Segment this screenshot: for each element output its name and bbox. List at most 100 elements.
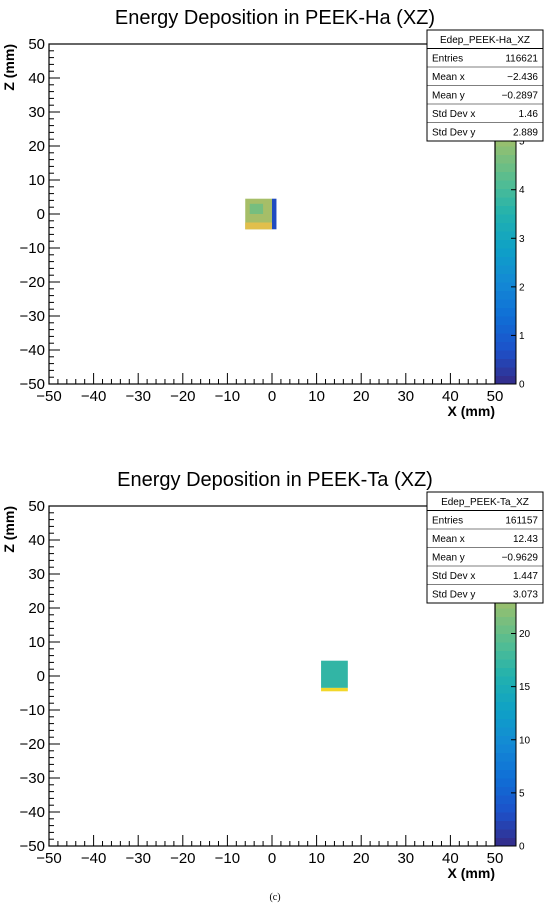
x-tick-label: −40	[81, 388, 106, 405]
palette-step	[495, 608, 516, 617]
stats-row-value: 1.46	[519, 109, 539, 120]
palette-tick-label: 10	[519, 735, 531, 746]
palette-step	[495, 710, 516, 719]
y-tick-label: −10	[20, 240, 45, 257]
x-tick-label: 20	[353, 850, 370, 867]
x-tick-label: −10	[215, 850, 240, 867]
palette-step	[495, 299, 516, 308]
stats-row-value: −0.9629	[502, 553, 539, 564]
palette-step	[495, 205, 516, 215]
palette-step	[495, 820, 516, 830]
palette-step	[495, 256, 516, 266]
palette-step	[495, 837, 516, 847]
stats-row-label: Mean y	[432, 91, 465, 102]
palette-step	[495, 752, 516, 762]
stats-box: Edep_PEEK-Ha_XZ Entries 116621 Mean x −2.436…	[426, 29, 544, 142]
palette-step	[495, 812, 516, 821]
x-tick-label: 30	[397, 850, 414, 867]
stats-box: Edep_PEEK-Ta_XZ Entries 161157 Mean x 12.43 M…	[426, 491, 544, 604]
palette-step	[495, 684, 516, 694]
palette-step	[495, 659, 516, 668]
palette-step	[495, 265, 516, 274]
x-tick-label: −20	[170, 388, 195, 405]
chart-title: Energy Deposition in PEEK-Ta (XZ)	[117, 469, 433, 491]
stats-row-label: Std Dev y	[432, 590, 475, 601]
y-tick-label: −30	[20, 770, 45, 787]
palette-step	[495, 701, 516, 711]
x-tick-label: 40	[442, 388, 459, 405]
y-tick-label: −20	[20, 736, 45, 753]
palette-tick-label: 5	[519, 788, 525, 799]
palette-step	[495, 795, 516, 804]
x-axis-title: X (mm)	[448, 403, 495, 419]
stats-row-value: 1.447	[513, 571, 538, 582]
x-tick-label: 30	[397, 388, 414, 405]
palette-step	[495, 197, 516, 206]
x-tick-label: −50	[36, 850, 61, 867]
y-axis-title: Z (mm)	[1, 44, 17, 91]
x-tick-label: 50	[487, 850, 504, 867]
palette-step	[495, 667, 516, 677]
y-tick-label: −30	[20, 308, 45, 325]
palette-step	[495, 761, 516, 770]
y-tick-label: 50	[28, 36, 45, 53]
stats-row-value: 3.073	[513, 590, 538, 601]
palette-tick-label: 2	[519, 282, 525, 293]
y-tick-label: −50	[20, 838, 45, 855]
palette-step	[495, 676, 516, 685]
palette-step	[495, 214, 516, 223]
palette-step	[495, 803, 516, 813]
y-tick-label: 10	[28, 634, 45, 651]
palette-step	[495, 231, 516, 240]
palette-step	[495, 188, 516, 198]
palette-step	[495, 248, 516, 257]
x-tick-label: −50	[36, 388, 61, 405]
chart-panel-peek-ta: Energy Deposition in PEEK-Ta (XZ) 0 5 10 15 2…	[1, 469, 544, 881]
palette-tick-label: 20	[519, 629, 531, 640]
heatmap-cell	[249, 203, 264, 214]
palette-step	[495, 375, 516, 385]
palette-step	[495, 137, 516, 147]
palette-tick-label: 3	[519, 234, 525, 245]
palette-step	[495, 829, 516, 838]
chart-title: Energy Deposition in PEEK-Ha (XZ)	[115, 7, 435, 29]
palette-step	[495, 358, 516, 368]
x-tick-label: −20	[170, 850, 195, 867]
palette-step	[495, 222, 516, 232]
y-tick-label: 40	[28, 532, 45, 549]
stats-row-label: Std Dev x	[432, 109, 475, 120]
stats-row-label: Entries	[432, 54, 463, 65]
palette-step	[495, 786, 516, 796]
stats-row-label: Mean x	[432, 534, 465, 545]
palette-tick-label: 0	[519, 842, 525, 853]
y-tick-label: −10	[20, 702, 45, 719]
stats-row-label: Mean x	[432, 72, 465, 83]
x-tick-label: −30	[125, 388, 150, 405]
stats-row-label: Entries	[432, 516, 463, 527]
heatmap-cell	[321, 660, 348, 688]
y-tick-label: 0	[37, 206, 45, 223]
palette-step	[495, 341, 516, 351]
palette-step	[495, 625, 516, 634]
stats-row-value: −0.2897	[502, 91, 539, 102]
palette-step	[495, 273, 516, 283]
stats-row-label: Std Dev y	[432, 128, 475, 139]
x-tick-label: −10	[215, 388, 240, 405]
stats-box-name: Edep_PEEK-Ha_XZ	[440, 35, 530, 46]
palette-tick-label: 4	[519, 185, 525, 196]
stats-row-label: Mean y	[432, 553, 465, 564]
stats-box-name: Edep_PEEK-Ta_XZ	[441, 497, 529, 508]
palette-step	[495, 180, 516, 189]
y-tick-label: −20	[20, 274, 45, 291]
palette-step	[495, 282, 516, 291]
x-tick-label: 10	[308, 388, 325, 405]
x-tick-label: 10	[308, 850, 325, 867]
heatmap-cell	[321, 687, 348, 692]
y-tick-label: 10	[28, 172, 45, 189]
y-tick-label: 0	[37, 668, 45, 685]
figure-caption: (c)	[269, 892, 280, 903]
palette-step	[495, 778, 516, 787]
x-tick-label: 0	[268, 388, 276, 405]
palette-step	[495, 769, 516, 779]
palette-step	[495, 718, 516, 728]
